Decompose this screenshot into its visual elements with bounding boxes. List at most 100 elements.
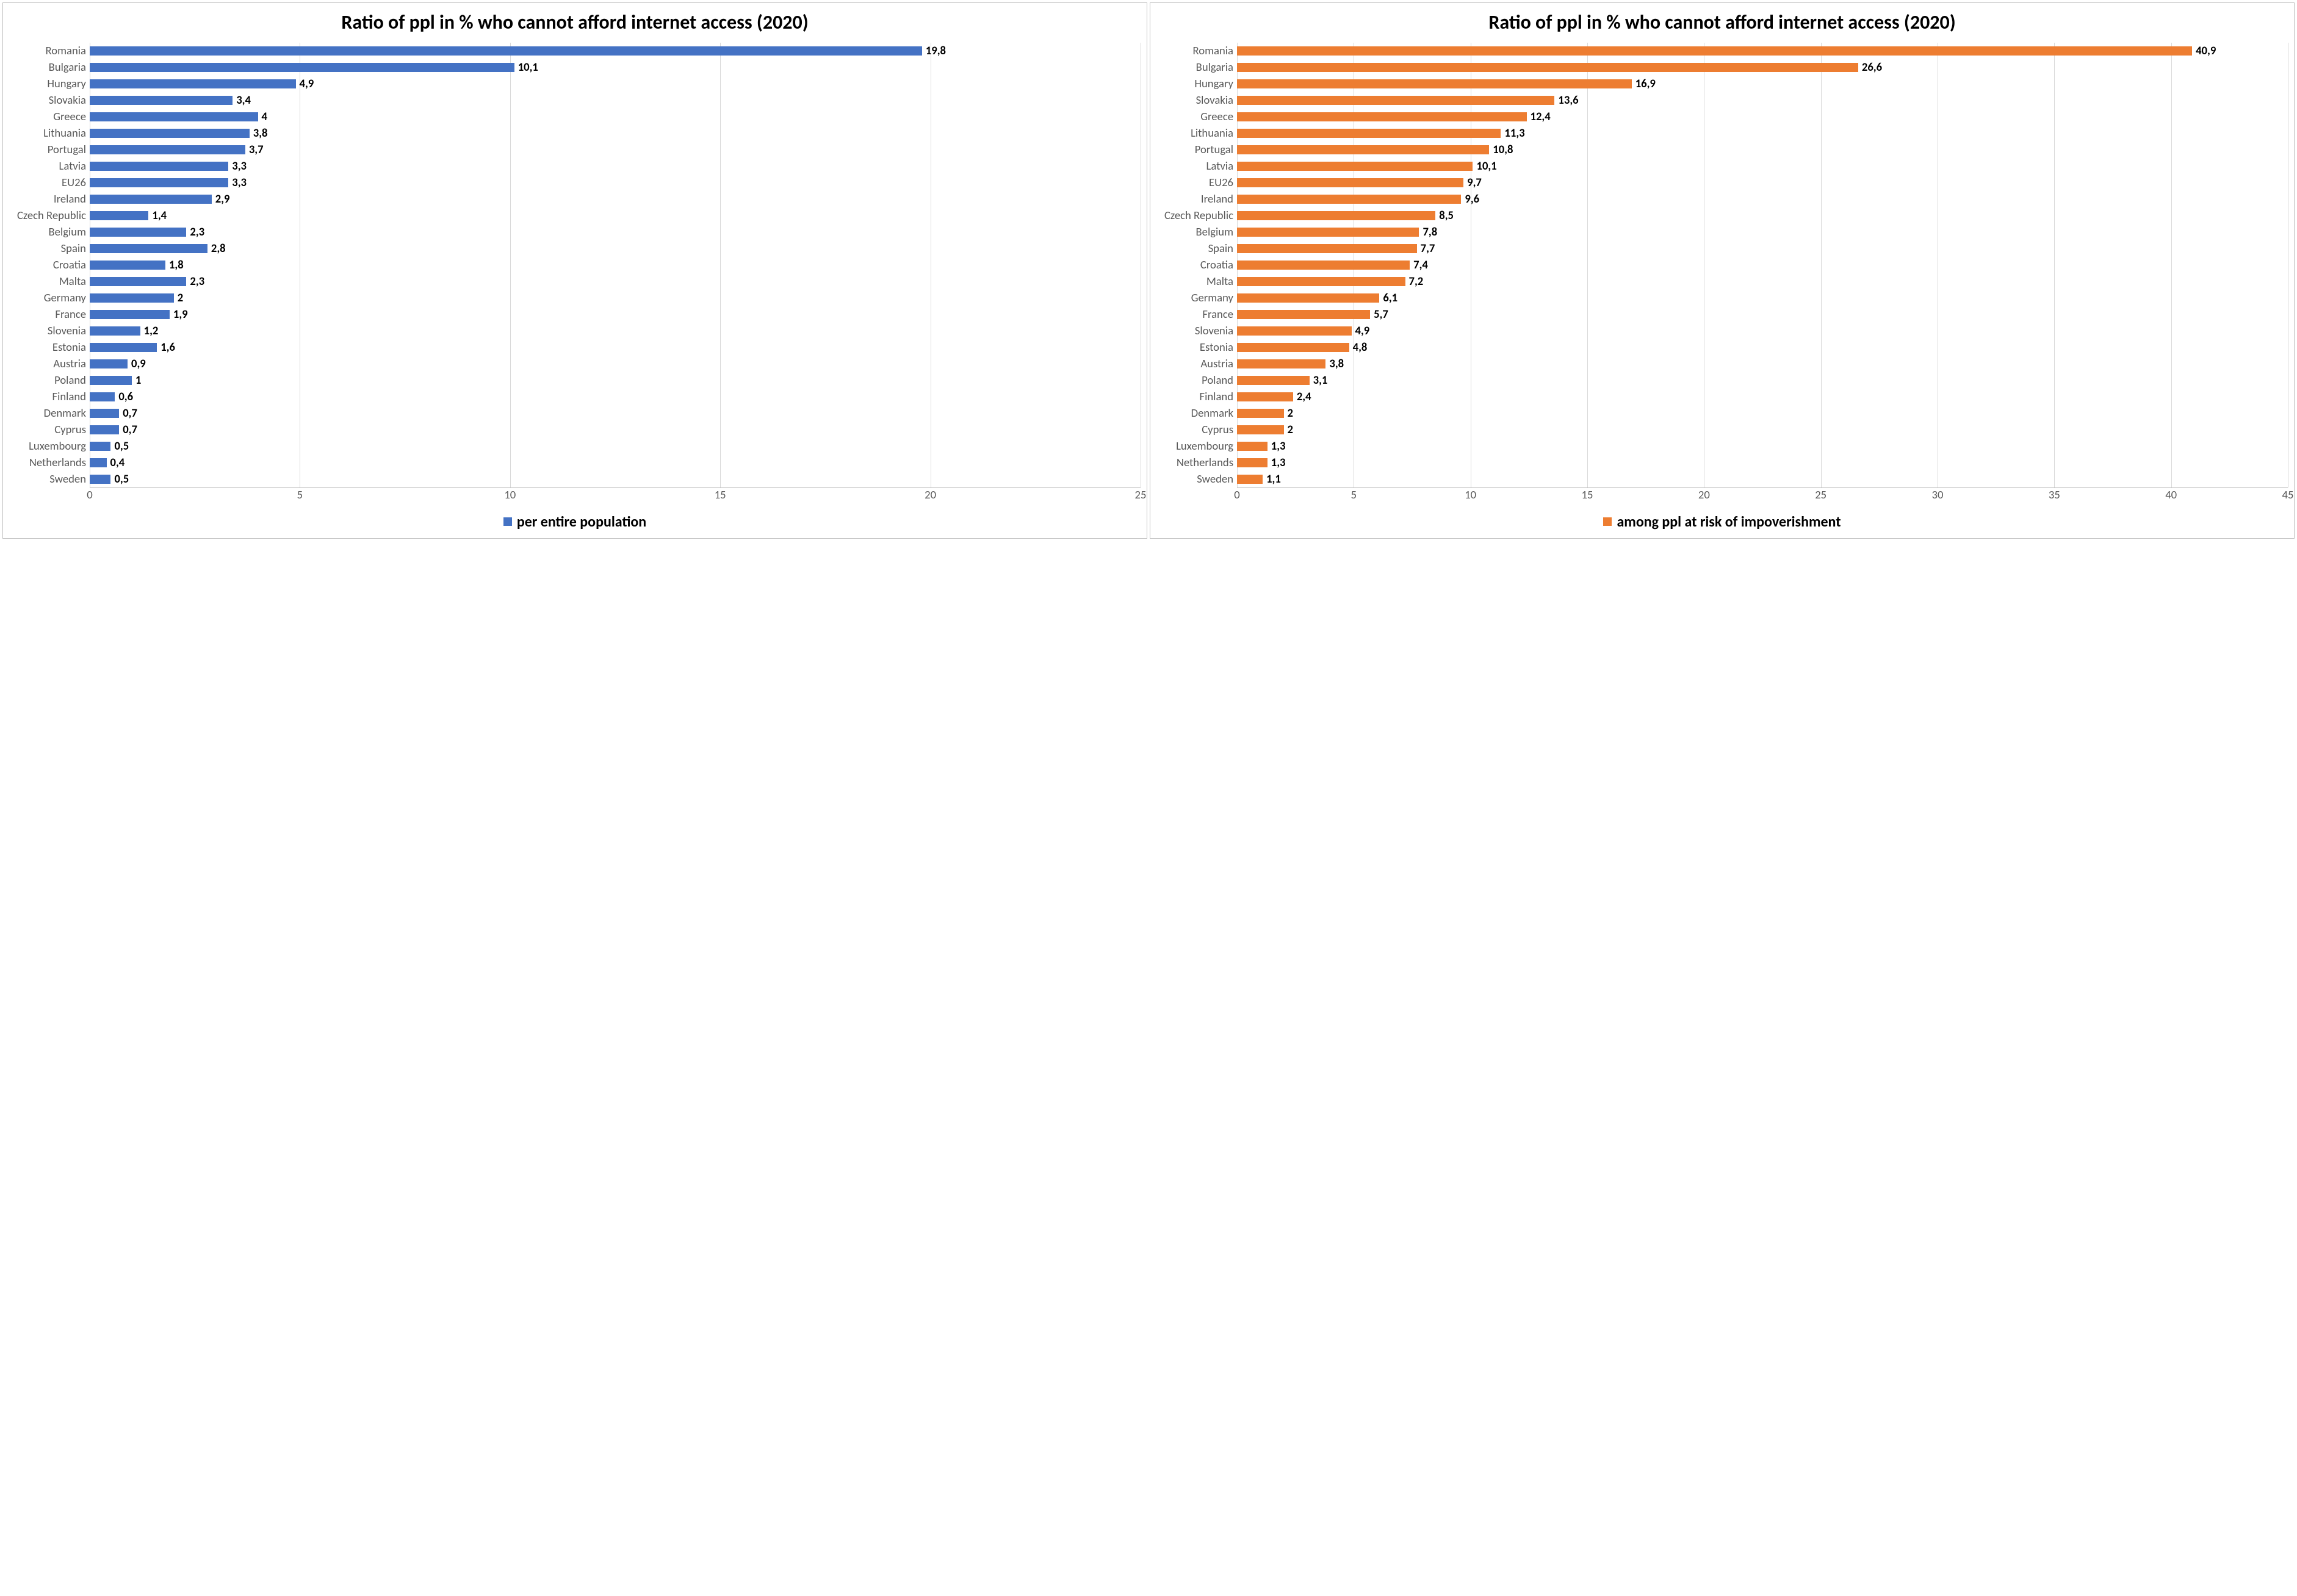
category-label: Poland xyxy=(1156,373,1237,387)
bar-wrap xyxy=(1237,343,1349,352)
bar-wrap xyxy=(1237,178,1463,187)
bar xyxy=(1237,162,1473,171)
bar-area: 4,9 xyxy=(90,76,1141,92)
value-label: 26,6 xyxy=(1862,60,1882,74)
bar-area: 1,4 xyxy=(90,207,1141,224)
value-label: 0,4 xyxy=(110,456,125,470)
value-label-holder: 1,1 xyxy=(1263,471,1281,487)
bar-wrap xyxy=(1237,112,1527,121)
value-label: 16,9 xyxy=(1635,77,1656,91)
bar-wrap xyxy=(1237,442,1267,451)
value-label-holder: 6,1 xyxy=(1379,290,1397,306)
value-label-holder: 26,6 xyxy=(1858,59,1882,76)
bar-wrap xyxy=(90,162,228,171)
bar-area: 7,4 xyxy=(1237,257,2288,273)
bar-row: Greece12,4 xyxy=(1156,109,2288,125)
bar xyxy=(90,359,128,368)
value-label: 2 xyxy=(178,291,183,305)
category-label: Slovakia xyxy=(1156,93,1237,107)
axis-tick: 35 xyxy=(2049,488,2060,502)
category-label: Sweden xyxy=(9,472,90,486)
value-label: 1,8 xyxy=(169,258,184,272)
bar-row: Estonia1,6 xyxy=(9,339,1141,356)
category-label: Netherlands xyxy=(9,456,90,470)
value-label: 3,4 xyxy=(236,93,251,107)
bar-row: Malta2,3 xyxy=(9,273,1141,290)
category-label: Croatia xyxy=(1156,258,1237,272)
bar-wrap xyxy=(1237,261,1410,270)
axis-tick: 20 xyxy=(1698,488,1710,502)
axis-ticks: 051015202530354045 xyxy=(1237,487,2288,503)
value-label: 5,7 xyxy=(1374,307,1388,322)
category-label: Finland xyxy=(9,390,90,404)
value-label: 1 xyxy=(135,373,141,387)
bar xyxy=(1237,425,1284,434)
bar-area: 1,6 xyxy=(90,339,1141,356)
bar-row: Cyprus2 xyxy=(1156,422,2288,438)
bar xyxy=(90,458,107,467)
category-label: Ireland xyxy=(1156,192,1237,206)
value-label-holder: 2,4 xyxy=(1293,389,1311,405)
value-label-holder: 2 xyxy=(1284,422,1293,438)
category-label: Estonia xyxy=(9,340,90,354)
value-label-holder: 40,9 xyxy=(2192,43,2216,59)
bar-wrap xyxy=(1237,195,1461,204)
bar-area: 40,9 xyxy=(1237,43,2288,59)
legend-swatch xyxy=(503,517,512,526)
category-label: Czech Republic xyxy=(9,209,90,223)
bar-area: 1,8 xyxy=(90,257,1141,273)
bar-area: 2 xyxy=(1237,422,2288,438)
category-label: Denmark xyxy=(1156,406,1237,420)
bar-area: 1,1 xyxy=(1237,471,2288,487)
value-label-holder: 10,1 xyxy=(1473,158,1496,174)
bar xyxy=(90,112,258,121)
bar xyxy=(1237,458,1267,467)
bar-row: Croatia7,4 xyxy=(1156,257,2288,273)
bar-area: 10,8 xyxy=(1237,142,2288,158)
bar-wrap xyxy=(90,376,132,385)
bar-row: Portugal10,8 xyxy=(1156,142,2288,158)
bar-row: Denmark 0,7 xyxy=(9,405,1141,422)
category-label: Denmark xyxy=(9,406,90,420)
value-label: 13,6 xyxy=(1558,93,1578,107)
bar-row: Sweden1,1 xyxy=(1156,471,2288,487)
bar-area: 4,8 xyxy=(1237,339,2288,356)
value-label: 0,6 xyxy=(118,390,133,404)
bar-row: Ireland 9,6 xyxy=(1156,191,2288,207)
category-label: Greece xyxy=(1156,110,1237,124)
bar-row: Belgium2,3 xyxy=(9,224,1141,240)
category-label: Lithuania xyxy=(1156,126,1237,140)
value-label: 3,8 xyxy=(1329,357,1344,371)
bar-area: 3,3 xyxy=(90,158,1141,174)
category-label: Portugal xyxy=(1156,143,1237,157)
category-label: Portugal xyxy=(9,143,90,157)
value-label-holder: 3,7 xyxy=(245,142,264,158)
bar-wrap xyxy=(90,359,128,368)
value-label: 10,1 xyxy=(518,60,538,74)
bar-area: 2 xyxy=(1237,405,2288,422)
bar xyxy=(90,277,186,286)
bar-wrap xyxy=(90,46,922,56)
bar-wrap xyxy=(90,409,119,418)
value-label-holder: 0,7 xyxy=(119,405,137,422)
bar-area: 5,7 xyxy=(1237,306,2288,323)
value-label-holder: 1,3 xyxy=(1267,455,1286,471)
value-label: 2,3 xyxy=(190,225,204,239)
plot-area: Romania19,8Bulgaria10,1Hungary4,9Slovaki… xyxy=(9,43,1141,534)
value-label-holder: 0,7 xyxy=(119,422,137,438)
value-label-holder: 4 xyxy=(258,109,267,125)
value-label: 1,1 xyxy=(1266,472,1281,486)
bar-area: 7,7 xyxy=(1237,240,2288,257)
bar-row: Belgium7,8 xyxy=(1156,224,2288,240)
bar xyxy=(1237,112,1527,121)
value-label: 2,9 xyxy=(215,192,230,206)
value-label-holder: 3,8 xyxy=(1325,356,1344,372)
bar xyxy=(90,343,157,352)
value-label: 4,9 xyxy=(300,77,314,91)
bar-area: 1 xyxy=(90,372,1141,389)
bar-area: 10,1 xyxy=(1237,158,2288,174)
value-label-holder: 9,6 xyxy=(1461,191,1479,207)
value-label-holder: 7,8 xyxy=(1419,224,1437,240)
bar-area: 0,6 xyxy=(90,389,1141,405)
bar-area: 11,3 xyxy=(1237,125,2288,142)
